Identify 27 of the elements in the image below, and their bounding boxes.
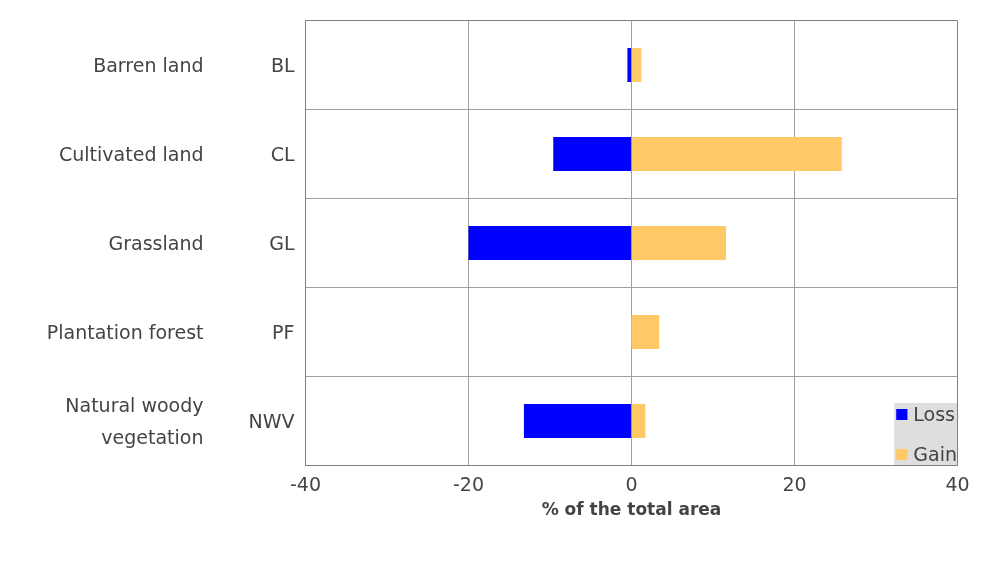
text: Barren land — [93, 54, 204, 76]
legend-label: Gain — [913, 443, 957, 465]
bar — [553, 137, 632, 171]
x-axis-title: % of the total area — [541, 498, 722, 519]
bar — [523, 404, 632, 438]
x-tick-label: -40 — [289, 472, 322, 495]
y-tick-label: CL — [270, 143, 295, 165]
x-tick-label: -20 — [452, 472, 485, 495]
x-tick-label: 20 — [782, 472, 807, 495]
x-tick-label: 0 — [625, 472, 638, 495]
bar — [627, 48, 632, 82]
y-tick-label: PF — [272, 321, 295, 343]
text: Grassland — [108, 232, 204, 254]
y-tick-label: BL — [270, 54, 295, 76]
x-tick-label: 40 — [945, 472, 970, 495]
text: Plantation forest — [46, 321, 204, 343]
bar — [631, 315, 660, 349]
bar — [631, 404, 646, 438]
legend-label: Loss — [913, 403, 955, 425]
bar — [631, 137, 842, 171]
y-tick-label: GL — [269, 232, 295, 254]
bar — [631, 226, 727, 260]
bar — [468, 226, 632, 260]
bar — [631, 48, 642, 82]
text: Cultivated land — [59, 143, 204, 165]
text: Natural woody vegetation — [65, 394, 204, 448]
y-tick-label: NWV — [248, 410, 295, 432]
